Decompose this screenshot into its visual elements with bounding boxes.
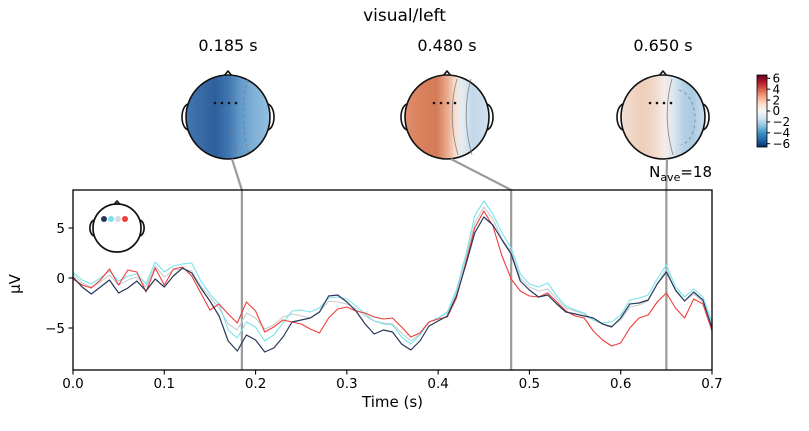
inset-sensor-dot [122, 216, 128, 222]
inset-head [89, 200, 145, 253]
topomap-connector-line [230, 158, 243, 191]
eeg-channel-navy-trace [72, 216, 713, 353]
topomap-contour [451, 78, 459, 156]
topomap-sensor-dot [655, 101, 659, 105]
y-axis-tick-label: 5 [56, 221, 65, 237]
x-axis-tick-label: 0.1 [154, 376, 175, 392]
x-axis-tick-label: 0.2 [245, 376, 266, 392]
topomap-contour [242, 78, 250, 156]
topomap-contour [465, 78, 473, 156]
eeg-channel-cyan-trace [72, 200, 713, 345]
x-axis-tick-label: 0.0 [62, 376, 83, 392]
topomap-sensor-dot [446, 101, 450, 105]
x-axis-label: Time (s) [361, 393, 423, 411]
topomap-sensor-dot [432, 101, 436, 105]
topomap-contour [678, 89, 696, 146]
eeg-channel-gray-trace [72, 206, 713, 342]
topomap-scalp [185, 74, 271, 160]
topomap-contour [230, 78, 238, 156]
topomap-time-label-2: 0.480 s [417, 36, 477, 55]
topomap-sensor-dot [669, 101, 673, 105]
topomap-connector-line [450, 158, 512, 191]
topomap-time-label-1: 0.185 s [198, 36, 258, 55]
inset-head-outline [92, 203, 142, 253]
nave-sub: ave [660, 171, 681, 184]
x-axis-tick-label: 0.6 [610, 376, 631, 392]
topomap-scalp [620, 74, 706, 160]
topomap-sensor-dot [662, 101, 666, 105]
topomap-sensor-dot [220, 101, 224, 105]
topomap-time-label-3: 0.650 s [633, 36, 693, 55]
x-axis-tick-label: 0.7 [701, 376, 722, 392]
topomap-1 [181, 70, 275, 160]
topomap-sensor-dot [648, 101, 652, 105]
axes-frame [72, 189, 713, 371]
colorbar-tick-label: 6 [773, 72, 781, 86]
x-axis-tick-label: 0.5 [519, 376, 540, 392]
topomap-sensor-dot [227, 101, 231, 105]
inset-sensor-dot [101, 216, 107, 222]
topomap-sensor-dot [234, 101, 238, 105]
nave-value: =18 [680, 163, 712, 181]
colorbar-tick-label: 2 [773, 93, 781, 107]
colorbar-tick-label: −6 [773, 137, 791, 151]
colorbar-tick-label: 0 [773, 104, 781, 118]
topomap-3 [616, 70, 710, 160]
nave-n: N [649, 163, 661, 181]
topomap-2 [400, 70, 494, 160]
y-axis-tick-label: −5 [45, 321, 65, 337]
colorbar-tick-label: −2 [773, 115, 791, 129]
x-axis-tick-label: 0.3 [336, 376, 357, 392]
figure-title: visual/left [363, 6, 446, 26]
nave-label: Nave=18 [580, 161, 712, 189]
topomap-sensor-dot [439, 101, 443, 105]
topomap-sensor-dot [213, 101, 217, 105]
colorbar-tick-label: 4 [773, 82, 781, 96]
y-axis-label: µV [6, 273, 24, 294]
topomap-connector-line [665, 158, 669, 191]
inset-sensor-dot [108, 216, 114, 222]
topomap-sensor-dot [453, 101, 457, 105]
topomap-contour [666, 78, 674, 156]
colorbar-tick-label: −4 [773, 126, 791, 140]
x-axis-tick-label: 0.4 [427, 376, 448, 392]
topomap-scalp [404, 74, 490, 160]
inset-sensor-dot [115, 216, 121, 222]
y-axis-tick-label: 0 [56, 271, 65, 287]
colorbar-bar [756, 74, 768, 148]
eeg-channel-red-trace [72, 210, 713, 347]
